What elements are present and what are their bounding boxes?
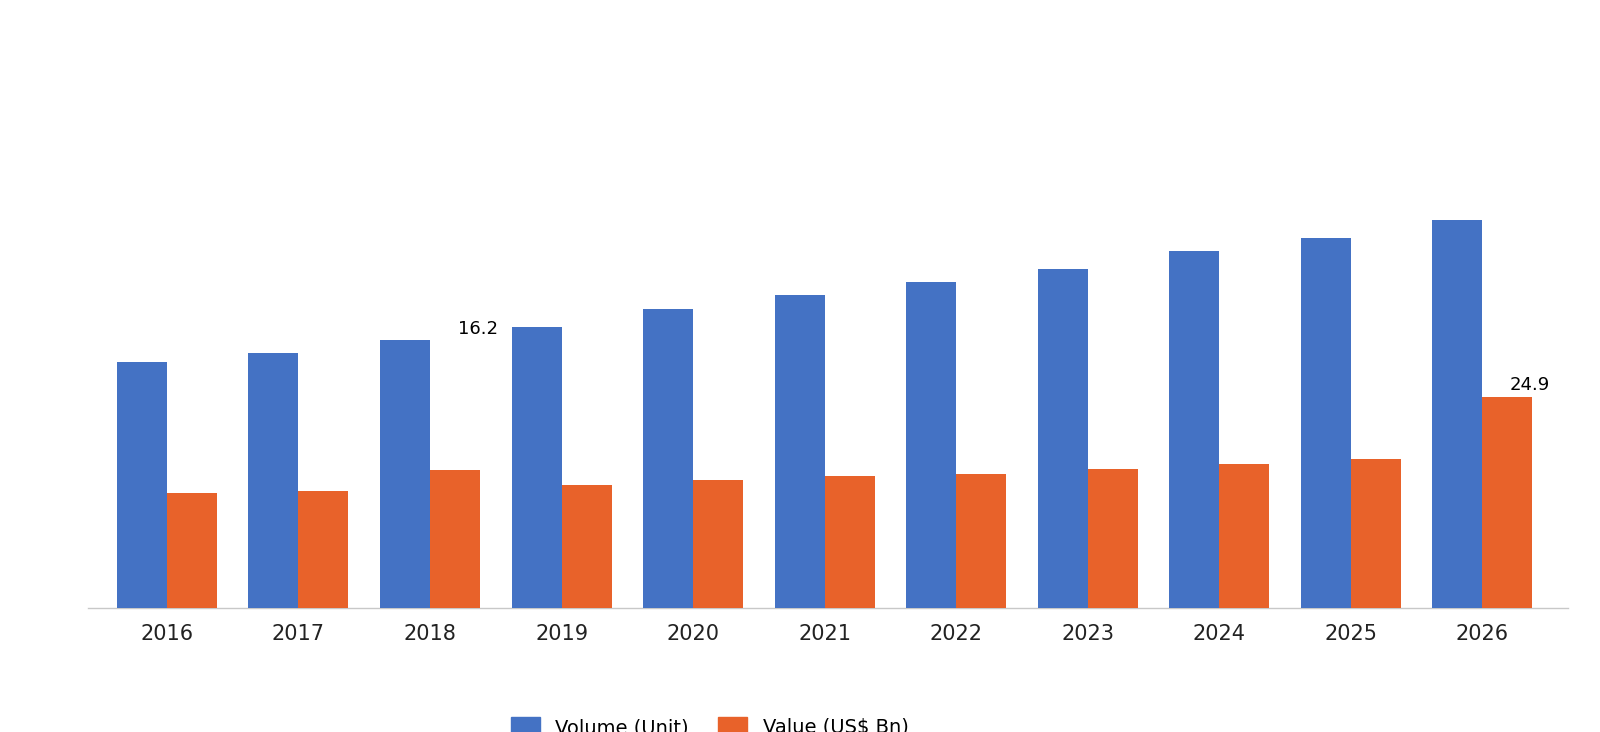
Bar (906, 282, 957, 608)
Text: 16.2: 16.2 (458, 320, 498, 337)
Bar (824, 477, 875, 608)
Bar (1301, 237, 1350, 608)
Bar (512, 326, 562, 608)
Bar (430, 471, 480, 608)
Bar (166, 493, 218, 608)
Bar (248, 354, 299, 608)
Bar (1038, 269, 1088, 608)
Legend: Volume (Unit), Value (US$ Bn): Volume (Unit), Value (US$ Bn) (502, 709, 917, 732)
Bar (1350, 459, 1402, 608)
Bar (562, 485, 611, 608)
Bar (1432, 220, 1483, 608)
Bar (1170, 251, 1219, 608)
Bar (774, 296, 824, 608)
Bar (957, 474, 1006, 608)
Bar (1219, 463, 1269, 608)
Text: Global Inertial measurement units (IMU) Market, 2016-2026, (Unit & US$ Bn): Global Inertial measurement units (IMU) … (29, 41, 1149, 70)
Bar (1483, 397, 1533, 608)
Bar (1088, 469, 1138, 608)
Text: 24.9: 24.9 (1510, 376, 1550, 395)
Bar (693, 480, 742, 608)
Bar (299, 490, 349, 608)
Bar (381, 340, 430, 608)
Bar (643, 309, 693, 608)
Bar (117, 362, 166, 608)
